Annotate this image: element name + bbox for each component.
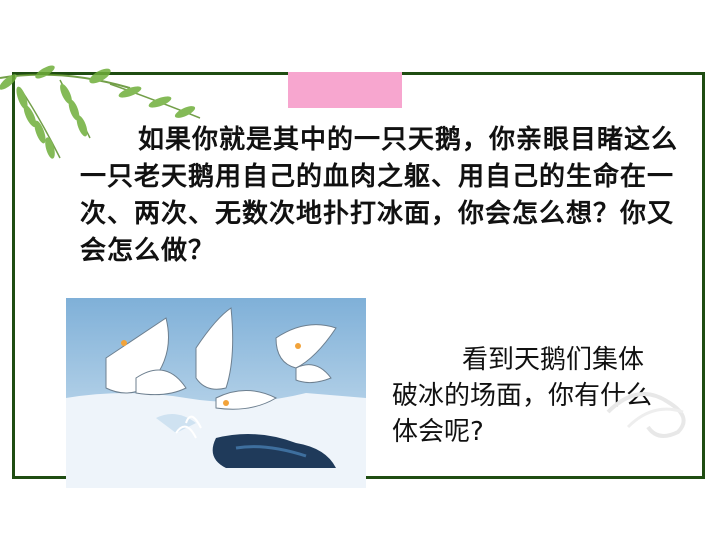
main-question-content: 如果你就是其中的一只天鹅，你亲眼目睹这么一只老天鹅用自己的血肉之躯、用自己的生命… (80, 125, 679, 266)
decorative-swirl-icon (606, 392, 686, 438)
secondary-question-text: 看到天鹅们集体破冰的场面，你有什么体会呢? (392, 342, 667, 450)
title-tab (288, 72, 402, 108)
willow-branch-icon (0, 65, 201, 159)
secondary-question-content: 看到天鹅们集体破冰的场面，你有什么体会呢? (392, 345, 653, 447)
main-question-text: 如果你就是其中的一只天鹅，你亲眼目睹这么一只老天鹅用自己的血肉之躯、用自己的生命… (80, 122, 680, 270)
swans-breaking-ice-illustration (66, 298, 366, 488)
